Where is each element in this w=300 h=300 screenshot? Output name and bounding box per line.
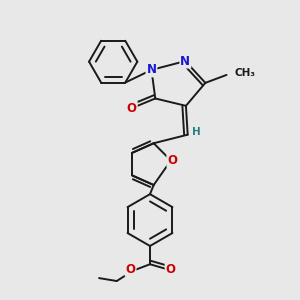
Text: CH₃: CH₃ [235,68,256,78]
Text: N: N [180,55,190,68]
Text: O: O [126,263,136,276]
Text: O: O [127,102,137,115]
Text: N: N [146,63,157,76]
Text: H: H [192,127,200,137]
Text: O: O [166,263,176,276]
Text: O: O [167,154,177,167]
